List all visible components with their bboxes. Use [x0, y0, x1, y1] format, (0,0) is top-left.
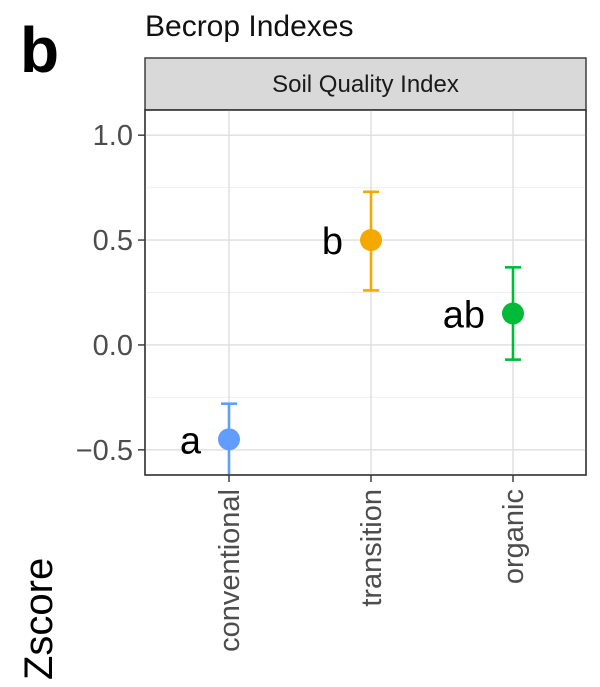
chart-title: Becrop Indexes: [145, 10, 353, 43]
panel-border: [144, 109, 587, 476]
panel-letter: b: [20, 14, 59, 86]
y-tick-label: 0.5: [93, 225, 133, 257]
significance-label: b: [322, 221, 343, 263]
y-tick-label: 0.0: [93, 330, 133, 362]
x-tick-label: organic: [498, 489, 530, 584]
data-point-organic: [502, 302, 524, 325]
y-tick-label: 1.0: [93, 120, 133, 152]
significance-label: ab: [443, 294, 485, 336]
x-tick-label: transition: [356, 489, 388, 607]
facet-strip-label: Soil Quality Index: [272, 71, 459, 98]
y-axis-title: Zscore: [17, 558, 61, 680]
facet-strip: [144, 57, 587, 111]
data-point-transition: [360, 229, 382, 252]
y-axis-ticks: 1.0 0.5 0.0 −0.5: [76, 120, 145, 467]
significance-label: a: [180, 420, 202, 462]
x-axis-ticks: conventional transition organic: [214, 475, 530, 652]
data-point-conventional: [218, 428, 240, 451]
y-tick-label: −0.5: [76, 435, 133, 467]
x-tick-label: conventional: [214, 489, 246, 652]
